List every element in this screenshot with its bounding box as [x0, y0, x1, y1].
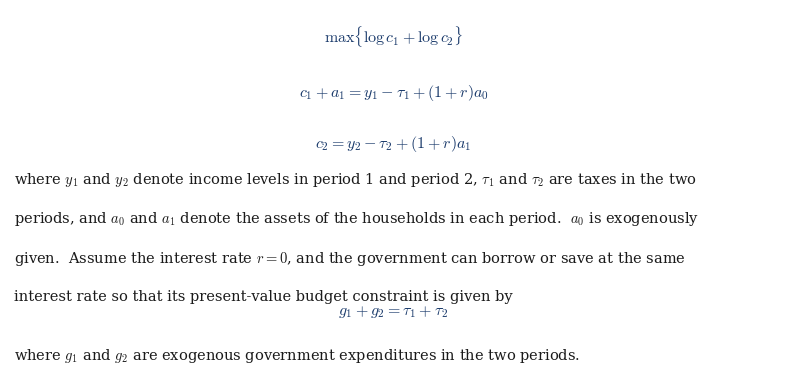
Text: interest rate so that its present-value budget constraint is given by: interest rate so that its present-value … [14, 290, 513, 304]
Text: $g_1 + g_2 = \tau_1 + \tau_2$: $g_1 + g_2 = \tau_1 + \tau_2$ [338, 303, 449, 320]
Text: $c_1 + a_1 = y_1 - \tau_1 + (1+r)a_0$: $c_1 + a_1 = y_1 - \tau_1 + (1+r)a_0$ [298, 83, 489, 102]
Text: given.  Assume the interest rate $r = 0$, and the government can borrow or save : given. Assume the interest rate $r = 0$,… [14, 250, 686, 268]
Text: $c_2 = y_2 - \tau_2 + (1+r)a_1$: $c_2 = y_2 - \tau_2 + (1+r)a_1$ [316, 134, 471, 154]
Text: where $g_1$ and $g_2$ are exogenous government expenditures in the two periods.: where $g_1$ and $g_2$ are exogenous gove… [14, 347, 580, 365]
Text: periods, and $a_0$ and $a_1$ denote the assets of the households in each period.: periods, and $a_0$ and $a_1$ denote the … [14, 210, 699, 228]
Text: $\max\{\log c_1 + \log c_2\}$: $\max\{\log c_1 + \log c_2\}$ [324, 24, 463, 49]
Text: where $y_1$ and $y_2$ denote income levels in period 1 and period 2, $\tau_1$ an: where $y_1$ and $y_2$ denote income leve… [14, 171, 696, 189]
